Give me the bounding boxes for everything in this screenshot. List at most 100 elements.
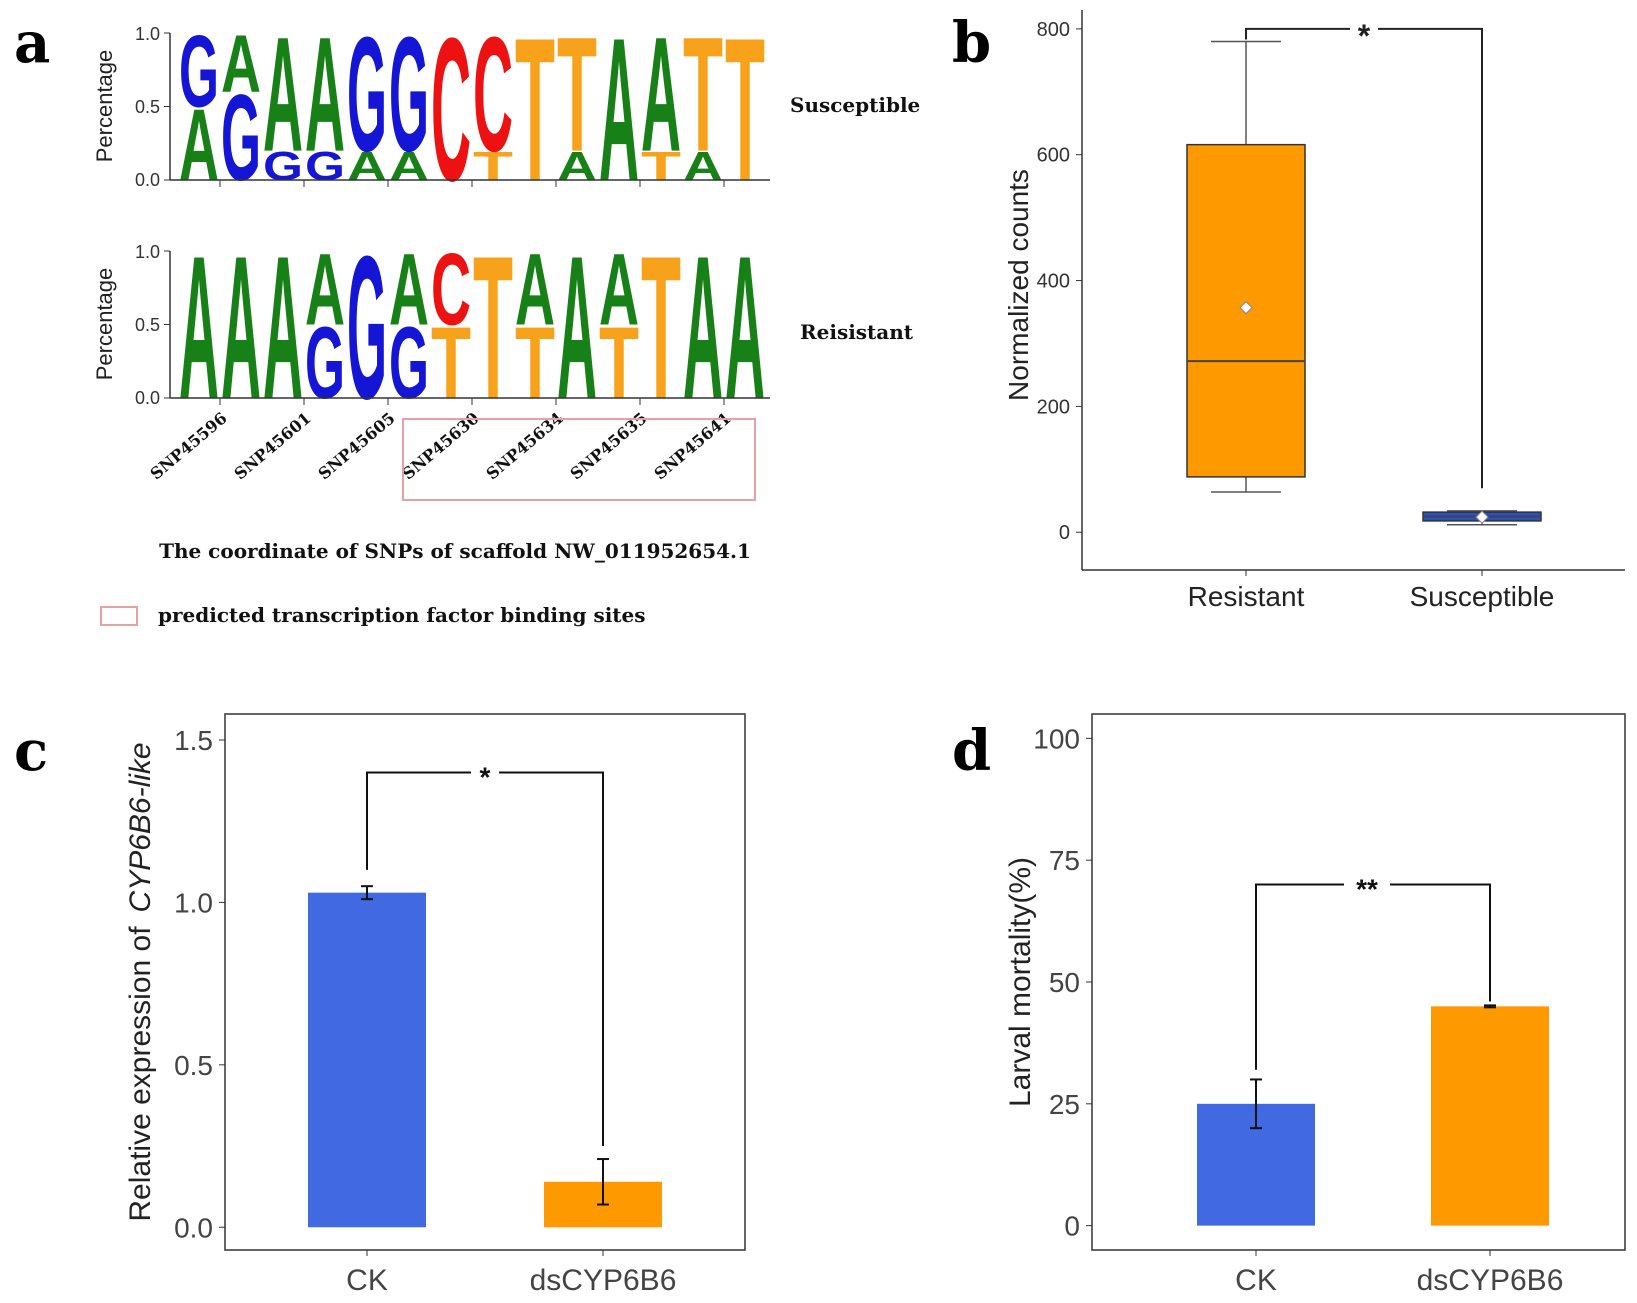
bar-ytick-label: 1.5	[174, 725, 213, 756]
bar-ytick-label: 25	[1049, 1089, 1080, 1120]
bar-ytick-label: 50	[1049, 967, 1080, 998]
legend-label: predicted transcription factor binding s…	[158, 603, 646, 627]
logo-top-ytick-1: 0.5	[135, 97, 160, 117]
bar-xtick-label: dsCYP6B6	[1417, 1264, 1564, 1297]
box-mean-marker	[1475, 510, 1489, 524]
logo-letter-G: G	[389, 307, 429, 420]
bar-c-ylabel-prefix: Relative expression of	[124, 926, 157, 1222]
panel-label-d: d	[952, 718, 991, 784]
logo-letter-T: T	[473, 144, 513, 189]
logo-bottom-ytick-1: 0.5	[135, 315, 160, 335]
box-significance: *	[1245, 14, 1483, 489]
logo-top-group-label: Susceptible	[790, 93, 920, 117]
panel-label-b: b	[952, 10, 991, 76]
logo-letter-A: A	[557, 144, 597, 189]
bar-d-x-ticks: CK dsCYP6B6	[1235, 1250, 1563, 1297]
logo-letter-A: A	[221, 214, 261, 443]
logo-letter-G: G	[221, 69, 261, 206]
logo-letter-A: A	[179, 89, 219, 202]
logo-letter-T: T	[515, 307, 555, 420]
bar-d-y-ticks: 0 25 50 75 100	[1033, 723, 1092, 1242]
logo-letter-A: A	[389, 234, 429, 347]
tf-binding-highlight-box	[402, 418, 756, 501]
box-xtick-label: Resistant	[1188, 581, 1305, 612]
bar-xtick-label: dsCYP6B6	[530, 1264, 677, 1297]
logo-letter-A: A	[683, 214, 723, 443]
bar-ytick-label: 1.0	[174, 887, 213, 918]
logo-top-ytick-2: 1.0	[135, 24, 160, 44]
logo-top-ylabel: Percentage	[92, 50, 117, 163]
logo-letter-G: G	[305, 307, 345, 420]
logo-letter-A: A	[347, 144, 387, 189]
logo-letter-T: T	[515, 0, 555, 224]
box-mean-marker	[1239, 300, 1253, 315]
logo-letter-A: A	[305, 234, 345, 347]
logo-letter-T: T	[641, 214, 681, 443]
bar-d-ylabel: Larval mortality(%)	[1004, 857, 1037, 1107]
bar-significance-gap	[471, 760, 499, 785]
bar-significance-label: **	[1356, 874, 1378, 905]
bar-c-frame	[224, 713, 746, 1251]
panel-d: d 0 25 50 75 100 ** CK dsCYP6B6 Larval mortal…	[952, 713, 1626, 1297]
box-xtick-label: Susceptible	[1410, 581, 1555, 612]
logo-letter-C: C	[431, 0, 471, 224]
logo-letter-G: G	[347, 2, 387, 185]
bar-xtick-label: CK	[346, 1264, 388, 1297]
bar-c-x-ticks: CK dsCYP6B6	[346, 1250, 676, 1297]
bar-ytick-label: 100	[1033, 723, 1080, 754]
logo-bottom-ylabel: Percentage	[92, 268, 117, 381]
logo-letter-A: A	[263, 214, 303, 443]
logo-letter-G: G	[305, 144, 345, 189]
logo-letter-A: A	[515, 234, 555, 347]
panel-label-a: a	[14, 10, 50, 76]
logo-bottom-ytick-0: 0.0	[135, 388, 160, 408]
logo-xlabel: The coordinate of SNPs of scaffold NW_01…	[159, 539, 751, 563]
logo-letter-A: A	[221, 18, 261, 109]
box-plots	[1186, 40, 1542, 526]
box-ytick-label: 0	[1059, 522, 1070, 544]
logo-letter-G: G	[263, 144, 303, 189]
panel-b: b 0 200 400 600 800 * Resistant Susceptible N…	[952, 10, 1625, 612]
logo-bottom-y-ticks: 0.0 0.5 1.0	[135, 242, 170, 408]
bar-ck	[308, 892, 426, 1228]
logo-letter-T: T	[641, 144, 681, 189]
box-significance-label: *	[1358, 18, 1371, 54]
bar-significance-label: *	[480, 761, 491, 792]
logo-top-y-ticks: 0.0 0.5 1.0	[135, 24, 170, 190]
legend-swatch	[100, 606, 138, 626]
bar-c-ylabel-gene: CYP6B6-like	[124, 742, 157, 912]
logo-letter-A: A	[599, 0, 639, 224]
bar-ytick-label: 0.5	[174, 1050, 213, 1081]
logo-letter-A: A	[599, 234, 639, 347]
bar-c-bars	[308, 885, 662, 1228]
logo-letter-T: T	[473, 214, 513, 443]
bar-xtick-label: CK	[1235, 1264, 1277, 1297]
box-ytick-label: 200	[1037, 396, 1070, 418]
box-x-ticks: Resistant Susceptible	[1188, 570, 1555, 612]
box-ytick-label: 600	[1037, 145, 1070, 167]
logo-top-ytick-0: 0.0	[135, 170, 160, 190]
box-y-ticks: 0 200 400 600 800	[1037, 19, 1082, 544]
logo-letter-A: A	[557, 214, 597, 443]
logo-letter-T: T	[725, 0, 765, 224]
bar-c-significance: *	[366, 760, 604, 1147]
bar-ytick-label: 0.0	[174, 1212, 213, 1243]
bar-c-ylabel: Relative expression of CYP6B6-like	[124, 742, 157, 1221]
bar-ytick-label: 0	[1064, 1211, 1080, 1242]
bar-significance-gap	[1344, 872, 1390, 897]
box-significance-gap	[1350, 14, 1378, 43]
panel-c: c 0.0 0.5 1.0 1.5 * CK dsCYP6B6 Relative exp…	[14, 713, 746, 1297]
bar-dscyp6b6	[1431, 1006, 1549, 1226]
logo-letter-G: G	[179, 16, 219, 129]
logo-letter-C: C	[431, 234, 471, 347]
logo-letter-A: A	[683, 144, 723, 189]
logo-letter-A: A	[389, 144, 429, 189]
bar-d-significance: **	[1255, 872, 1491, 1070]
logo-letter-T: T	[431, 307, 471, 420]
box-ylabel: Normalized counts	[1003, 169, 1034, 401]
logo-letter-T: T	[683, 2, 723, 185]
logo-letter-G: G	[347, 214, 387, 443]
bar-ytick-label: 75	[1049, 845, 1080, 876]
